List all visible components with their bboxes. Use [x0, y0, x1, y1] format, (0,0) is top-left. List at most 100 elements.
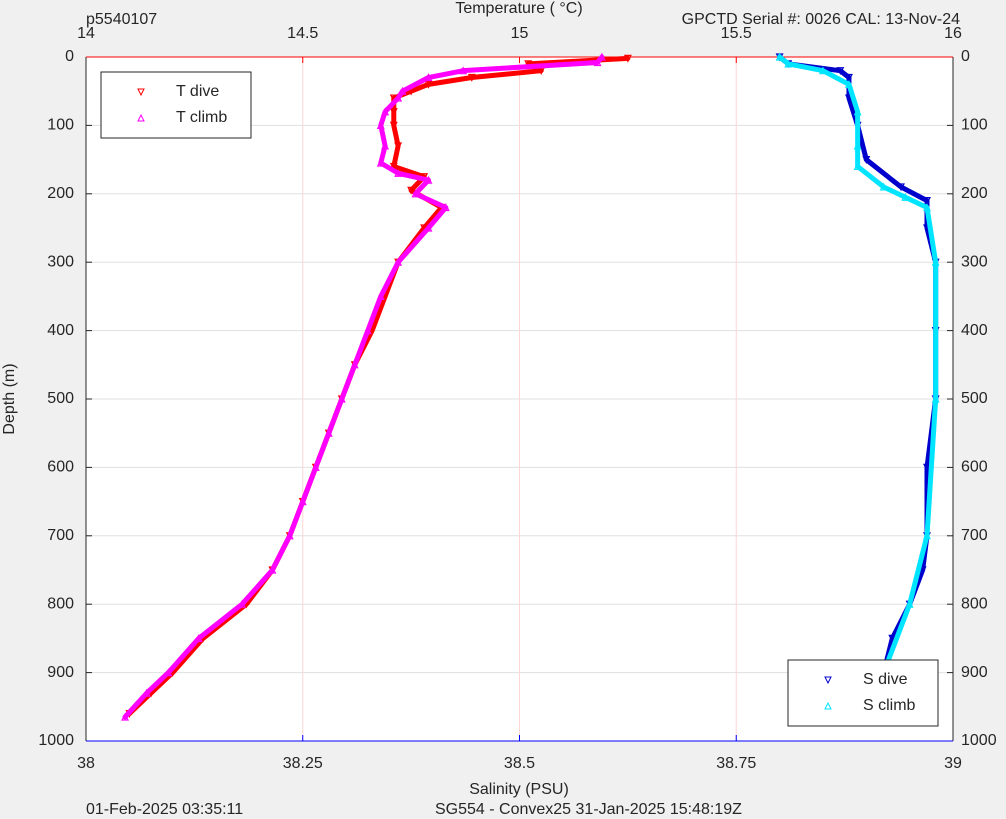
point — [363, 326, 372, 335]
x-tick-label: 38.5 — [504, 755, 535, 772]
legend-box — [100, 71, 252, 139]
legend-label: T dive — [176, 83, 219, 100]
y-axis-label: Depth (m) — [1, 363, 18, 434]
y-tick-label: 500 — [47, 390, 74, 407]
point — [376, 292, 385, 300]
point — [923, 531, 931, 540]
x2-tick-label: 15 — [511, 25, 529, 42]
legend-box — [787, 659, 939, 727]
y2-tick-label: 900 — [961, 664, 988, 681]
point — [844, 73, 853, 82]
x2-tick-label: 16 — [944, 25, 962, 42]
point — [376, 158, 385, 167]
title-right: GPCTD Serial #: 0026 CAL: 13-Nov-24 — [682, 11, 960, 28]
point — [424, 175, 433, 184]
point — [597, 52, 606, 61]
y-tick-label: 100 — [47, 117, 74, 134]
point — [381, 292, 390, 301]
point — [879, 182, 888, 191]
legend-marker — [137, 113, 145, 122]
point — [593, 58, 602, 67]
x-tick-label: 39 — [944, 755, 962, 772]
point — [424, 80, 433, 89]
point — [844, 80, 853, 88]
legend-marker — [137, 88, 145, 97]
point — [407, 186, 416, 195]
footer-left: 01-Feb-2025 03:35:11 — [86, 801, 243, 818]
point — [524, 60, 533, 69]
point — [897, 183, 905, 192]
y2-tick-label: 200 — [961, 185, 988, 202]
point — [923, 203, 931, 212]
point — [381, 141, 390, 150]
point — [285, 531, 294, 540]
y2-tick-label: 600 — [961, 459, 988, 476]
legend-label: S climb — [863, 697, 916, 714]
point — [923, 197, 931, 205]
point — [901, 192, 910, 201]
point — [142, 688, 151, 697]
point — [411, 189, 420, 198]
point — [311, 463, 320, 471]
point — [324, 428, 333, 437]
point — [394, 142, 403, 151]
point — [441, 203, 450, 212]
point — [862, 156, 871, 164]
profile-line — [777, 54, 939, 720]
point — [121, 712, 129, 721]
point — [853, 162, 862, 171]
point — [238, 599, 247, 608]
point — [931, 394, 940, 403]
point — [394, 93, 403, 102]
point — [268, 565, 277, 574]
point — [467, 73, 476, 82]
x-tick-label: 38.75 — [716, 755, 756, 772]
point — [836, 67, 845, 76]
point — [164, 668, 173, 677]
y2-tick-label: 500 — [961, 390, 988, 407]
y2-tick-label: 700 — [961, 527, 988, 544]
point — [775, 52, 784, 61]
point — [389, 162, 398, 171]
y-tick-label: 1000 — [38, 732, 74, 749]
y2-tick-label: 0 — [961, 48, 970, 65]
point — [368, 327, 377, 335]
x2-tick-label: 14 — [77, 25, 95, 42]
point — [394, 168, 403, 177]
point — [931, 257, 940, 266]
point — [923, 463, 931, 472]
point — [424, 73, 433, 82]
point — [853, 141, 862, 150]
y-tick-label: 600 — [47, 459, 74, 476]
point — [784, 59, 793, 68]
point — [853, 107, 862, 116]
point — [888, 634, 897, 643]
x2-tick-label: 14.5 — [287, 25, 318, 42]
y2-tick-label: 1000 — [961, 732, 997, 749]
y-tick-label: 0 — [65, 48, 74, 65]
point — [844, 94, 853, 103]
x2-tick-label: 15.5 — [721, 25, 752, 42]
y-tick-label: 200 — [47, 185, 74, 202]
point — [905, 599, 914, 608]
y-tick-label: 300 — [47, 253, 74, 270]
legend-label: S dive — [863, 671, 908, 688]
y2-tick-label: 400 — [961, 322, 988, 339]
point — [389, 121, 398, 130]
point — [398, 86, 407, 95]
legend-marker — [824, 701, 832, 710]
y2-tick-label: 100 — [961, 117, 988, 134]
y-tick-label: 400 — [47, 322, 74, 339]
x-tick-label: 38 — [77, 755, 95, 772]
x-axis-label: Salinity (PSU) — [469, 781, 569, 798]
legend-marker — [824, 676, 832, 685]
point — [459, 66, 468, 75]
y-tick-label: 800 — [47, 595, 74, 612]
x-tick-label: 38.25 — [283, 755, 323, 772]
x2-axis-label: Temperature ( °C) — [455, 0, 582, 17]
footer-right: SG554 - Convex25 31-Jan-2025 15:48:19Z — [435, 801, 742, 818]
y-tick-label: 900 — [47, 664, 74, 681]
point — [918, 566, 927, 575]
point — [389, 108, 398, 117]
